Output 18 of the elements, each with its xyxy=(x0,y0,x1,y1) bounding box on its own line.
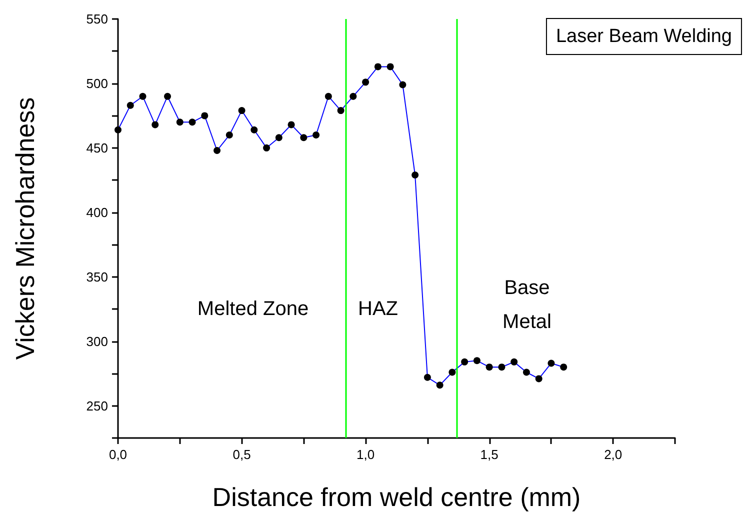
annotation: HAZ xyxy=(358,298,398,320)
x-axis-title: Distance from weld centre (mm) xyxy=(212,482,581,512)
chart-title: Laser Beam Welding xyxy=(556,26,732,47)
y-tick-label: 500 xyxy=(86,76,108,91)
x-tick-label: 0,0 xyxy=(108,447,128,462)
y-tick-label: 300 xyxy=(86,334,108,349)
x-tick-label: 1,0 xyxy=(356,447,375,462)
y-tick-label: 550 xyxy=(86,12,108,26)
annotation: Melted Zone xyxy=(197,298,309,320)
x-tick-label: 0,5 xyxy=(232,447,251,462)
y-tick-label: 250 xyxy=(86,398,108,414)
x-tick-label: 2,0 xyxy=(604,447,622,462)
y-axis-title: Vickers Microhardness xyxy=(10,97,40,360)
annotation: Base Metal xyxy=(502,277,552,333)
y-tick-label: 350 xyxy=(86,269,108,284)
x-tick-label: 1,5 xyxy=(480,447,498,462)
y-tick-label: 450 xyxy=(86,140,108,156)
y-tick-label: 400 xyxy=(86,204,108,220)
